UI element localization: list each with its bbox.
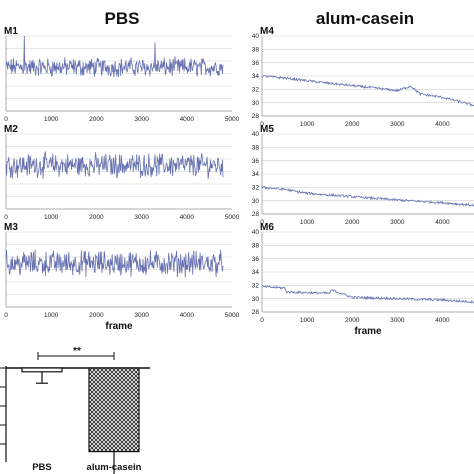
x-tick-label: 0 [260,121,264,128]
x-tick-label: 4000 [435,219,450,226]
y-tick-label: 36 [252,60,260,67]
y-tick-label: 36 [252,256,260,263]
y-tick-label: 38 [252,145,260,152]
x-tick-label: 3000 [134,116,149,123]
x-tick-label: 4000 [435,317,450,324]
y-tick-label: 32 [252,87,260,94]
bar-category-pbs: PBS [32,462,52,473]
y-tick-label: 34 [252,171,260,178]
x-tick-label: 0 [4,214,8,221]
x-axis-label: frame [105,321,133,332]
x-tick-label: 0 [4,116,8,123]
x-axis-label: frame [354,326,382,337]
trace-panel-m1: M1 0 1000 2000 3000 4000 5000 [4,26,240,123]
y-tick-label: 40 [252,131,260,138]
series-line [5,35,224,78]
series-line [261,186,474,208]
panel-label: M3 [4,222,18,233]
x-tick-label: 3000 [134,214,149,221]
x-tick-label: 0 [4,312,8,319]
panel-label: M2 [4,124,18,135]
panel-label: M5 [260,124,274,135]
x-tick-label: 4000 [180,214,195,221]
x-tick-label: 0 [260,219,264,226]
y-tick-label: 32 [252,185,260,192]
panel-label: M1 [4,26,18,37]
series-line [261,74,474,107]
bar-chart: ** PBS alum-casein [0,346,150,474]
y-tick-label: 30 [252,296,260,303]
y-tick-label: 40 [252,229,260,236]
significance-label: ** [73,346,81,357]
x-tick-label: 3000 [134,312,149,319]
x-tick-label: 5000 [225,116,240,123]
y-tick-label: 34 [252,73,260,80]
x-tick-label: 2000 [345,219,360,226]
y-tick-label: 28 [252,309,260,316]
series-line [5,249,224,278]
y-tick-label: 32 [252,283,260,290]
panel-label: M6 [260,222,274,233]
y-tick-label: 30 [252,198,260,205]
x-tick-label: 2000 [89,214,104,221]
y-tick-label: 28 [252,113,260,120]
bar-alum-casein [88,367,140,453]
series-line [5,150,224,180]
x-tick-label: 5000 [225,312,240,319]
x-tick-label: 1000 [44,312,59,319]
trace-panel-m4: M4 28 30 32 34 36 38 40 0 1000 2000 3000 4000 [252,26,474,128]
y-tick-label: 28 [252,211,260,218]
y-tick-label: 36 [252,158,260,165]
header-pbs: PBS [105,9,140,28]
trace-panel-m2: M2 0 1000 2000 3000 4000 5000 [4,124,240,221]
x-tick-label: 1000 [300,121,315,128]
x-tick-label: 0 [260,317,264,324]
y-tick-label: 40 [252,33,260,40]
x-tick-label: 3000 [390,121,405,128]
x-tick-label: 1000 [44,214,59,221]
x-tick-label: 1000 [300,219,315,226]
x-tick-label: 5000 [225,214,240,221]
y-tick-label: 38 [252,47,260,54]
panel-label: M4 [260,26,274,37]
x-tick-label: 4000 [180,116,195,123]
bar-pbs [21,367,63,373]
y-tick-label: 34 [252,269,260,276]
x-tick-label: 4000 [435,121,450,128]
series-line [261,284,474,304]
x-tick-label: 2000 [89,116,104,123]
x-tick-label: 2000 [89,312,104,319]
header-alum-casein: alum-casein [316,9,414,28]
x-tick-label: 3000 [390,317,405,324]
x-tick-label: 1000 [300,317,315,324]
x-tick-label: 4000 [180,312,195,319]
x-tick-label: 1000 [44,116,59,123]
x-tick-label: 2000 [345,317,360,324]
y-tick-label: 30 [252,100,260,107]
trace-panel-m3: M3 0 1000 2000 3000 4000 5000 frame [4,222,240,332]
x-tick-label: 3000 [390,219,405,226]
x-tick-label: 2000 [345,121,360,128]
y-tick-label: 38 [252,243,260,250]
